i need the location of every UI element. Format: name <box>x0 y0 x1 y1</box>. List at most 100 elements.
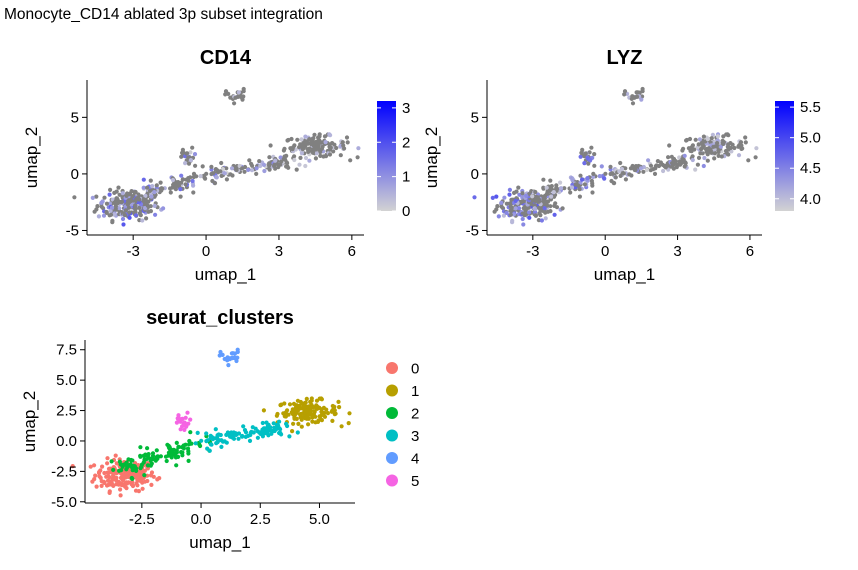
data-point <box>271 428 276 434</box>
data-point <box>277 430 282 436</box>
data-point <box>541 185 546 190</box>
data-point <box>186 458 191 463</box>
data-point <box>190 145 195 150</box>
data-point <box>526 205 531 210</box>
data-point <box>291 401 297 406</box>
data-point <box>579 151 584 156</box>
data-point <box>141 197 146 202</box>
data-point <box>542 193 548 198</box>
data-point <box>178 194 183 199</box>
data-point <box>496 214 501 219</box>
data-point <box>143 206 148 211</box>
colorbar-label: 3 <box>402 100 410 117</box>
data-point <box>185 446 191 451</box>
data-point <box>170 185 175 190</box>
y-tick-label: 5 <box>471 109 479 126</box>
data-point <box>188 150 193 155</box>
data-point <box>300 147 305 152</box>
data-point <box>179 154 184 159</box>
panel-seurat-clusters: seurat_clusters -2.5 0.0 2.5 5.0 -5.0 -2.5 0.0 2… <box>20 307 419 552</box>
data-point <box>186 176 191 181</box>
data-point <box>726 147 731 152</box>
x-tick-label: 6 <box>746 243 754 260</box>
data-point <box>218 169 223 174</box>
legend-key <box>386 429 398 442</box>
data-point <box>267 163 272 168</box>
data-point <box>204 171 209 176</box>
data-point <box>99 483 104 488</box>
data-point <box>124 486 129 491</box>
data-point <box>205 446 210 451</box>
data-point <box>152 190 157 195</box>
data-point <box>683 161 688 166</box>
data-point <box>96 214 101 219</box>
data-point <box>665 163 670 168</box>
data-point <box>513 198 518 203</box>
data-point <box>124 193 129 198</box>
data-point <box>644 167 650 172</box>
data-point <box>549 184 554 189</box>
data-point <box>254 171 259 176</box>
data-point <box>179 180 184 185</box>
data-point <box>299 401 304 406</box>
data-point <box>701 163 706 169</box>
data-point <box>282 146 287 151</box>
data-point <box>236 436 241 441</box>
data-point <box>146 452 151 457</box>
data-point <box>215 433 220 438</box>
y-tick-label: -5.0 <box>51 494 77 511</box>
data-point <box>210 178 215 184</box>
data-point <box>585 176 590 181</box>
data-point <box>661 168 666 174</box>
data-point <box>682 164 687 169</box>
data-point <box>729 149 734 154</box>
data-point <box>117 468 122 473</box>
data-point <box>118 493 123 498</box>
data-point <box>592 152 597 157</box>
data-point <box>138 453 143 458</box>
x-axis-label: umap_1 <box>594 265 655 284</box>
data-point <box>610 171 615 176</box>
data-point <box>133 189 138 195</box>
data-point <box>287 434 292 439</box>
x-axis-label: umap_1 <box>195 265 256 284</box>
x-tick-label: -3 <box>126 243 139 260</box>
data-point <box>217 353 222 358</box>
data-point <box>149 482 154 487</box>
data-point <box>334 145 339 151</box>
data-point <box>219 444 224 449</box>
data-point <box>718 144 724 149</box>
data-point <box>536 205 542 210</box>
data-point <box>133 210 138 215</box>
data-point <box>558 180 563 185</box>
data-point <box>93 473 98 478</box>
data-point <box>281 411 286 416</box>
data-point <box>544 185 549 190</box>
data-point <box>217 438 222 443</box>
data-point <box>214 175 219 180</box>
data-point <box>666 155 671 160</box>
data-point <box>247 438 253 443</box>
data-point <box>119 199 125 204</box>
data-point <box>304 396 309 401</box>
data-point <box>711 144 716 149</box>
data-point <box>170 450 175 455</box>
data-point <box>292 157 297 163</box>
data-point <box>578 154 583 159</box>
data-point <box>298 415 303 420</box>
data-point <box>188 430 193 435</box>
data-point <box>590 174 596 180</box>
data-point <box>287 402 293 407</box>
data-point <box>127 210 132 215</box>
data-point <box>240 166 245 171</box>
data-point <box>315 404 320 409</box>
data-point <box>311 136 316 141</box>
data-point <box>108 187 113 192</box>
data-point <box>548 178 553 183</box>
data-point <box>205 438 210 443</box>
data-point <box>130 480 135 485</box>
data-point <box>307 158 312 163</box>
data-point <box>243 430 249 435</box>
data-point <box>154 183 159 188</box>
y-tick-label: 0 <box>471 166 479 183</box>
